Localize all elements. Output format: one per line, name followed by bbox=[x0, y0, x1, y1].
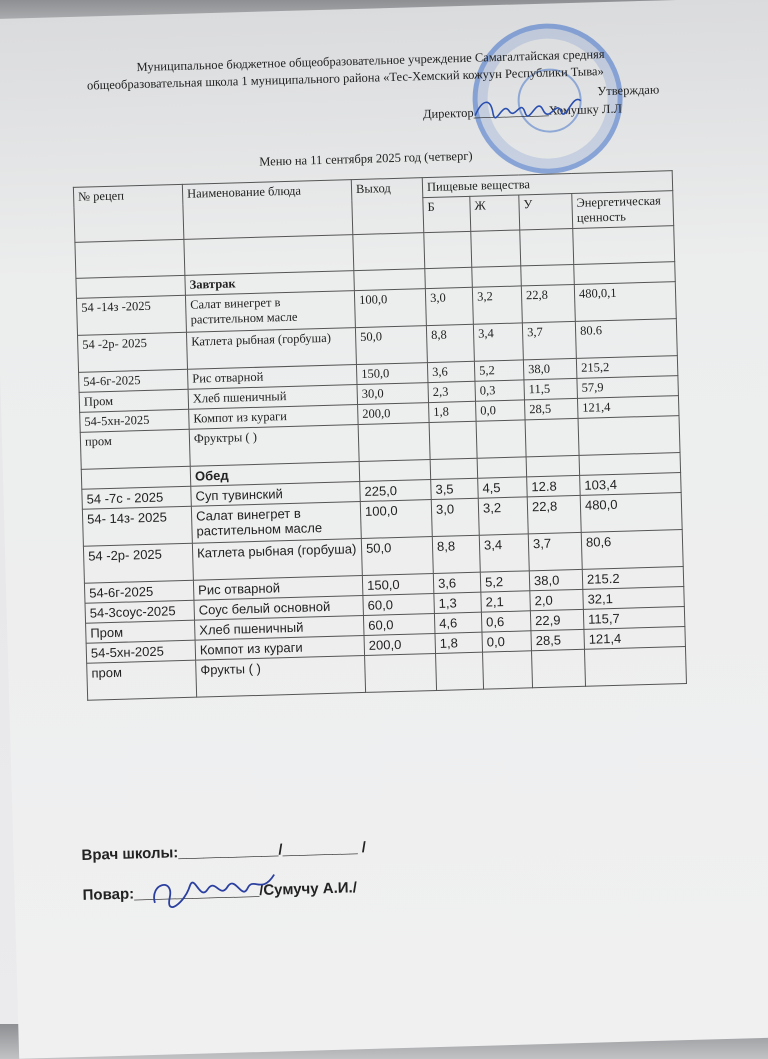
carb-cell: 38,0 bbox=[529, 569, 583, 591]
output-cell bbox=[364, 653, 437, 693]
energy-cell: 80.6 bbox=[575, 318, 678, 359]
output-cell: 50,0 bbox=[361, 536, 434, 576]
protein-cell bbox=[429, 421, 478, 460]
carb-cell: 3,7 bbox=[528, 532, 583, 571]
menu-table: № рецеп Наименование блюда Выход Пищевые… bbox=[73, 170, 687, 701]
fat-cell: 5,2 bbox=[480, 570, 530, 593]
fat-cell: 5,2 bbox=[474, 359, 524, 382]
output-cell: 50,0 bbox=[355, 325, 428, 365]
energy-cell: 215.2 bbox=[582, 566, 684, 590]
fat-cell: 4,5 bbox=[477, 476, 528, 499]
fat-cell: 0,3 bbox=[474, 379, 525, 402]
energy-cell bbox=[584, 646, 687, 687]
carb-cell: 12.8 bbox=[526, 475, 581, 497]
protein-cell: 8,8 bbox=[426, 324, 475, 363]
energy-cell: 480,0 bbox=[580, 492, 683, 533]
output-cell: 225,0 bbox=[359, 479, 432, 502]
carb-cell: 11,5 bbox=[523, 378, 578, 400]
dish-name-cell: Салат винегрет в растительном масле bbox=[191, 501, 362, 544]
protein-cell: 3,5 bbox=[430, 478, 479, 500]
carb-cell: 22,8 bbox=[527, 495, 582, 534]
output-cell: 30,0 bbox=[357, 382, 429, 405]
school-doctor-line: Врач школы:____________/_________ / bbox=[81, 839, 367, 864]
director-signature bbox=[474, 98, 582, 119]
protein-cell: 2,3 bbox=[427, 381, 476, 403]
header-u: У bbox=[518, 193, 573, 230]
header-b: Б bbox=[422, 196, 471, 233]
energy-cell: 57,9 bbox=[576, 375, 679, 399]
energy-cell: 115,7 bbox=[583, 606, 685, 630]
cook-signature bbox=[153, 874, 275, 908]
carb-cell bbox=[531, 649, 586, 688]
fat-cell bbox=[482, 650, 533, 690]
output-cell: 200,0 bbox=[357, 402, 430, 425]
output-cell bbox=[358, 422, 431, 462]
energy-cell: 32,1 bbox=[582, 586, 685, 610]
output-cell: 100,0 bbox=[360, 499, 433, 539]
energy-cell: 121,4 bbox=[583, 626, 686, 650]
fat-cell: 3,2 bbox=[472, 285, 523, 325]
recipe-cell: 54 -2р- 2025 bbox=[77, 332, 188, 373]
carb-cell: 3,7 bbox=[522, 321, 577, 360]
fat-cell: 3,2 bbox=[478, 496, 529, 536]
output-cell: 100,0 bbox=[354, 288, 427, 328]
protein-cell: 3,0 bbox=[425, 287, 474, 326]
protein-cell: 1,3 bbox=[433, 592, 482, 614]
header-recipe: № рецеп bbox=[73, 184, 184, 243]
protein-cell: 4,6 bbox=[434, 612, 482, 634]
energy-cell: 121,4 bbox=[577, 395, 679, 419]
recipe-cell: пром bbox=[86, 660, 197, 701]
carb-cell: 28,5 bbox=[530, 629, 585, 651]
dish-name-cell: Катлета рыбная (горбуша) bbox=[192, 538, 363, 581]
energy-cell: 215,2 bbox=[576, 355, 678, 379]
carb-cell: 2,0 bbox=[529, 589, 584, 611]
dish-name-cell: Катлета рыбная (горбуша) bbox=[186, 327, 357, 370]
carb-cell: 38,0 bbox=[523, 358, 577, 380]
energy-cell: 103,4 bbox=[579, 472, 682, 496]
recipe-cell: 54 -2р- 2025 bbox=[83, 543, 194, 584]
protein-cell: 1,8 bbox=[428, 401, 477, 423]
recipe-cell: пром bbox=[80, 429, 191, 470]
menu-title: Меню на 11 сентября 2025 год (четверг) bbox=[259, 148, 473, 169]
protein-cell: 1,8 bbox=[434, 632, 483, 654]
fat-cell: 0,0 bbox=[475, 399, 526, 422]
recipe-cell: 54 -14з -2025 bbox=[76, 295, 187, 336]
dish-name-cell: Фруктры ( ) bbox=[189, 424, 360, 467]
energy-cell bbox=[578, 415, 681, 456]
fat-cell: 0,6 bbox=[481, 610, 531, 633]
protein-cell: 3,6 bbox=[433, 572, 481, 594]
protein-cell: 3,0 bbox=[431, 498, 480, 537]
output-cell: 60,0 bbox=[362, 593, 435, 616]
protein-cell bbox=[435, 652, 484, 691]
fat-cell: 3,4 bbox=[479, 533, 530, 573]
energy-cell: 80,6 bbox=[581, 529, 684, 570]
fat-cell: 0,0 bbox=[481, 630, 532, 653]
protein-cell: 8,8 bbox=[432, 535, 481, 574]
dish-name-cell: Фрукты ( ) bbox=[195, 655, 366, 698]
fat-cell: 2,1 bbox=[480, 590, 531, 613]
dish-name-cell: Салат винегрет в растительном масле bbox=[185, 290, 356, 333]
energy-cell: 480,0,1 bbox=[574, 281, 677, 322]
output-cell: 200,0 bbox=[364, 633, 436, 656]
carb-cell: 28,5 bbox=[524, 398, 579, 420]
carb-cell bbox=[525, 418, 580, 457]
header-energy: Энергетическая ценность bbox=[571, 190, 674, 229]
output-cell: 60,0 bbox=[363, 613, 435, 636]
recipe-cell: 54- 14з- 2025 bbox=[82, 506, 193, 547]
fat-cell bbox=[476, 419, 527, 459]
header-name: Наименование блюда bbox=[182, 179, 353, 240]
output-cell: 150,0 bbox=[356, 362, 428, 385]
protein-cell: 3,6 bbox=[427, 361, 475, 383]
output-cell: 150,0 bbox=[362, 573, 434, 596]
header-zh: Ж bbox=[469, 194, 520, 232]
fat-cell: 3,4 bbox=[473, 322, 524, 362]
carb-cell: 22,8 bbox=[521, 284, 576, 323]
header-output: Выход bbox=[351, 177, 424, 235]
approve-label: Утверждаю bbox=[597, 82, 660, 99]
carb-cell: 22,9 bbox=[530, 609, 584, 631]
